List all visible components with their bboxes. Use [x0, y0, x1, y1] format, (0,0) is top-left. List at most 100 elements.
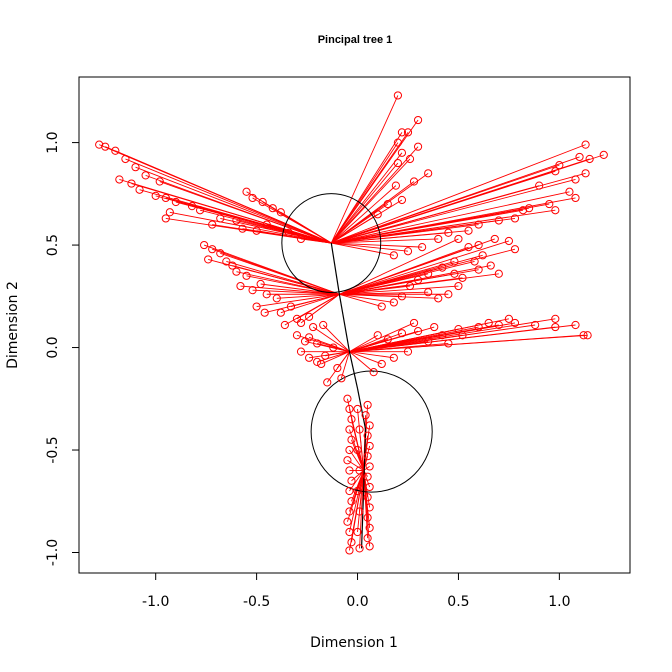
- data-point: [262, 220, 271, 229]
- data-point: [292, 331, 302, 340]
- data-point: [383, 199, 392, 209]
- data-point: [286, 302, 296, 311]
- data-point: [377, 359, 386, 369]
- data-point: [256, 279, 265, 289]
- branch-edge: [339, 293, 402, 297]
- data-point: [309, 322, 318, 332]
- data-point: [434, 234, 443, 244]
- data-point: [464, 243, 473, 252]
- node-circle: [281, 193, 382, 293]
- branch-edge: [240, 285, 340, 295]
- data-point: [165, 208, 174, 217]
- branch-edge: [330, 158, 411, 244]
- branch-edge: [220, 252, 340, 295]
- data-point: [430, 322, 439, 332]
- data-point: [216, 214, 225, 223]
- data-point: [260, 308, 269, 317]
- branch-edge: [308, 293, 340, 318]
- data-point: [363, 452, 372, 461]
- data-point: [444, 290, 453, 299]
- branch-edge: [339, 285, 459, 295]
- branch-edge: [331, 242, 409, 252]
- branch-edge: [339, 273, 429, 295]
- y-tick-label: -0.5: [45, 436, 61, 463]
- branch-edge: [331, 209, 524, 244]
- branch-edge: [330, 95, 399, 244]
- x-axis-label: Dimension 1: [310, 635, 398, 651]
- data-point: [321, 351, 330, 360]
- branch-edge: [349, 342, 449, 353]
- data-point: [242, 271, 251, 280]
- plot-region: [95, 91, 608, 555]
- data-point: [343, 517, 352, 526]
- branch-edge: [339, 240, 510, 295]
- data-point: [329, 343, 338, 352]
- branch-edge: [349, 340, 429, 353]
- data-point: [575, 152, 584, 162]
- data-point: [204, 255, 213, 264]
- data-point: [232, 216, 241, 225]
- data-point: [345, 404, 354, 414]
- data-point: [345, 425, 354, 434]
- data-point: [353, 486, 362, 496]
- data-point: [389, 353, 398, 362]
- data-point: [252, 302, 261, 311]
- data-point: [347, 476, 356, 485]
- data-point: [345, 486, 354, 496]
- data-point: [599, 150, 608, 159]
- data-point: [403, 347, 413, 356]
- data-point: [571, 320, 580, 330]
- branch-edge: [300, 238, 332, 244]
- data-point: [424, 269, 433, 278]
- data-point: [276, 208, 285, 217]
- x-tick-label: 0.0: [346, 594, 368, 610]
- branch-edge: [349, 322, 489, 353]
- data-point: [284, 228, 294, 237]
- branch-edge: [331, 191, 570, 244]
- data-point: [438, 331, 447, 340]
- tree-edge: [338, 294, 351, 352]
- data-point: [345, 527, 354, 537]
- data-point: [161, 193, 170, 203]
- branch-edge: [331, 144, 586, 244]
- data-point: [121, 154, 130, 164]
- branch-edge: [359, 470, 365, 549]
- branch-edge: [330, 162, 399, 244]
- branch-edge: [312, 326, 350, 353]
- branch-edge: [321, 351, 350, 365]
- data-point: [531, 320, 540, 330]
- data-point: [450, 257, 459, 266]
- branch-edge: [351, 419, 365, 471]
- data-point: [216, 249, 225, 258]
- data-point: [551, 206, 560, 215]
- data-point: [478, 251, 487, 260]
- data-point: [474, 240, 483, 250]
- data-point: [363, 472, 372, 481]
- branch-edge: [351, 470, 364, 482]
- data-point: [454, 281, 463, 291]
- data-point: [405, 281, 415, 291]
- branch-edge: [290, 293, 340, 307]
- data-point: [403, 247, 413, 256]
- branch-edge: [331, 170, 556, 244]
- data-point: [345, 546, 354, 555]
- data-point: [413, 327, 423, 336]
- data-point: [393, 138, 402, 147]
- data-point: [365, 542, 374, 551]
- data-point: [363, 534, 372, 543]
- data-point: [268, 204, 277, 213]
- branch-edge: [339, 273, 499, 295]
- branch-edge: [351, 439, 365, 471]
- data-point: [391, 181, 400, 190]
- data-point: [276, 308, 285, 317]
- x-tick-label: -1.0: [142, 594, 169, 610]
- data-point: [579, 331, 588, 340]
- branch-edge: [357, 470, 365, 533]
- data-point: [581, 140, 590, 149]
- data-point: [450, 269, 459, 278]
- data-point: [510, 318, 520, 328]
- branch-edge: [349, 334, 378, 353]
- data-point: [345, 507, 354, 516]
- data-point: [337, 374, 346, 383]
